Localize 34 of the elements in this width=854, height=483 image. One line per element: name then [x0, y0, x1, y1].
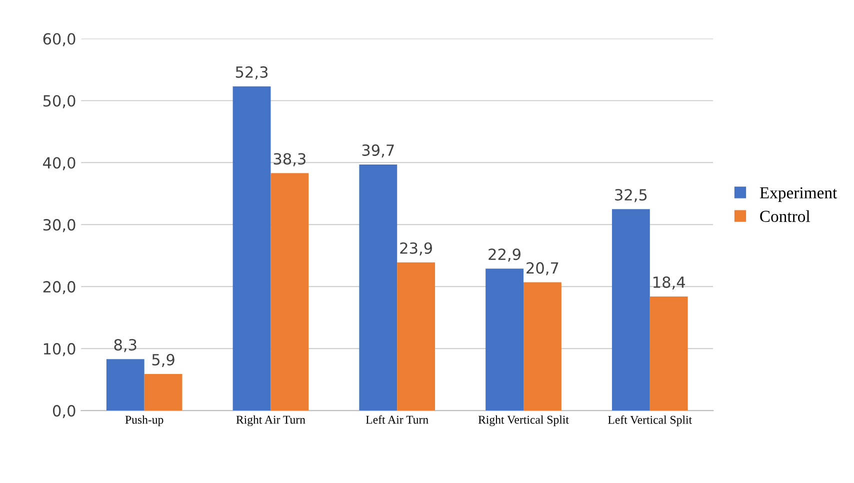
- bar: [524, 282, 562, 411]
- legend-label: Control: [760, 210, 810, 222]
- y-tick-label: 20,0: [43, 281, 76, 294]
- bar: [359, 164, 398, 411]
- data-label: 52,3: [236, 66, 268, 80]
- bar: [144, 374, 182, 411]
- y-tick-label: 10,0: [44, 343, 76, 356]
- data-label: 38,3: [274, 153, 306, 166]
- data-label: 5,9: [152, 354, 174, 368]
- x-tick-label: Push-up: [125, 415, 164, 426]
- x-tick-label: Right Air Turn: [236, 415, 306, 426]
- y-tick-label: 50,0: [43, 95, 76, 108]
- y-tick-label: 0,0: [52, 405, 76, 418]
- bar: [106, 359, 144, 411]
- data-label: 32,5: [615, 189, 647, 202]
- data-label: 23,9: [400, 242, 432, 256]
- bar: [486, 268, 524, 411]
- bar: [397, 262, 436, 411]
- y-tick-label: 30,0: [43, 219, 76, 232]
- bar: [650, 296, 688, 411]
- data-label: 20,7: [526, 262, 558, 276]
- data-label: 8,3: [114, 339, 136, 352]
- x-tick-label: Left Air Turn: [366, 415, 428, 424]
- data-label: 39,7: [362, 144, 394, 158]
- bar: [270, 173, 309, 411]
- bar: [232, 86, 271, 411]
- x-tick-label: Right Vertical Split: [478, 415, 569, 426]
- legend-label: Experiment: [760, 187, 838, 202]
- x-tick-label: Left Vertical Split: [608, 415, 692, 426]
- data-label: 22,9: [488, 248, 520, 262]
- y-tick-label: 60,0: [43, 33, 76, 46]
- bar: [612, 209, 650, 411]
- data-label: 18,4: [654, 276, 686, 290]
- y-tick-label: 40,0: [43, 157, 76, 170]
